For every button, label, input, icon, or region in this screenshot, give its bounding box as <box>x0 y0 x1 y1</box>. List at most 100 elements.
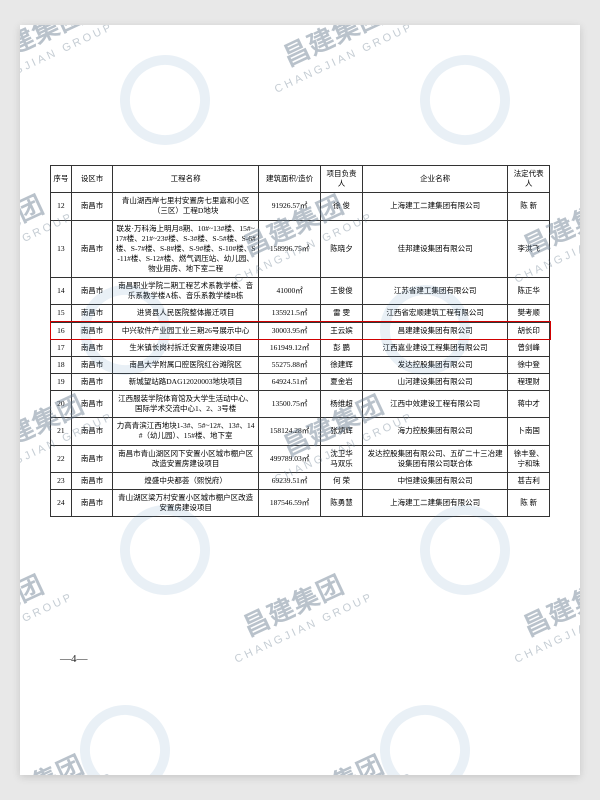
table-cell: 22 <box>51 445 72 472</box>
table-cell: 徐 俊 <box>321 193 363 220</box>
table-cell: 17 <box>51 339 72 356</box>
table-cell: 王云嫔 <box>321 322 363 339</box>
watermark-cn: 昌建集团 <box>216 555 369 653</box>
table-cell: 樊考顺 <box>508 305 550 322</box>
watermark-cn: 昌建集团 <box>20 25 110 83</box>
table-cell: 陈勇慧 <box>321 489 363 516</box>
table-cell: 江西中效建设工程有限公司 <box>362 391 508 418</box>
table-cell: 陈正华 <box>508 278 550 305</box>
table-cell: 南昌市 <box>71 373 113 390</box>
table-cell: 生米镇长岗村拆迁安置房建设项目 <box>113 339 259 356</box>
column-header: 建筑面积/造价 <box>258 166 320 193</box>
table-cell: 南昌市青山湖区冈下安置小区城市棚户区改造安置房建设项目 <box>113 445 259 472</box>
table-cell: 徐丰登、宁和珠 <box>508 445 550 472</box>
table-cell: 何 荣 <box>321 472 363 489</box>
table-cell: 16 <box>51 322 72 339</box>
table-cell: 彭 鹏 <box>321 339 363 356</box>
table-cell: 南昌市 <box>71 339 113 356</box>
table-cell: 曾剑峰 <box>508 339 550 356</box>
table-cell: 发达控股集团有限公司、五矿二十三冶建设集团有限公司联合体 <box>362 445 508 472</box>
table-row: 19南昌市新城望站路DAG12020003地块项目64924.51㎡夏金岩山河建… <box>51 373 550 390</box>
table-cell: 山河建设集团有限公司 <box>362 373 508 390</box>
table-cell: 14 <box>51 278 72 305</box>
table-cell: 南昌大学附属口腔医院红谷滩院区 <box>113 356 259 373</box>
table-cell: 徐建辉 <box>321 356 363 373</box>
table-cell: 64924.51㎡ <box>258 373 320 390</box>
watermark-text: 昌建集团CHANGJIAN GROUP <box>256 25 415 96</box>
watermark-en: CHANGJIAN GROUP <box>513 591 580 666</box>
table-row: 18南昌市南昌大学附属口腔医院红谷滩院区55275.88㎡徐建辉发达控股集团有限… <box>51 356 550 373</box>
table-cell: 进贤县人民医院整体搬迁项目 <box>113 305 259 322</box>
table-cell: 13 <box>51 220 72 278</box>
table-cell: 夏金岩 <box>321 373 363 390</box>
table-cell: 青山湖区梁万村安置小区城市棚户区改造安置房建设项目 <box>113 489 259 516</box>
table-cell: 江西服装学院体育馆及大学生活动中心、国际学术交流中心1、2、3号楼 <box>113 391 259 418</box>
watermark-cn: 昌建集团 <box>496 555 580 653</box>
watermark-en: CHANGJIAN GROUP <box>20 771 116 775</box>
watermark-en: CHANGJIAN GROUP <box>273 25 416 96</box>
table-cell: 18 <box>51 356 72 373</box>
table-cell: 南昌市 <box>71 193 113 220</box>
table-cell: 187546.59㎡ <box>258 489 320 516</box>
watermark-logo <box>105 40 225 160</box>
table-cell: 沈卫华马双乐 <box>321 445 363 472</box>
watermark-logo <box>65 690 185 775</box>
table-cell: 南昌市 <box>71 322 113 339</box>
document-page: 昌建集团CHANGJIAN GROUP昌建集团CHANGJIAN GROUP昌建… <box>20 25 580 775</box>
table-cell: 161949.12㎡ <box>258 339 320 356</box>
table-row: 24南昌市青山湖区梁万村安置小区城市棚户区改造安置房建设项目187546.59㎡… <box>51 489 550 516</box>
table-cell: 海力控股集团有限公司 <box>362 418 508 445</box>
table-cell: 中兴软件产业园工业三期26号展示中心 <box>113 322 259 339</box>
table-cell: 15 <box>51 305 72 322</box>
watermark-en: CHANGJIAN GROUP <box>233 591 376 666</box>
table-row: 21南昌市力高青滨江西地块1-3#、5#~12#、13#、14#（幼儿园）、15… <box>51 418 550 445</box>
column-header: 工程名称 <box>113 166 259 193</box>
table-cell: 陈 新 <box>508 193 550 220</box>
table-cell: 程理财 <box>508 373 550 390</box>
table-row: 13南昌市联发·万科海上明月8期、10#~13#楼、15#~17#楼、21#~2… <box>51 220 550 278</box>
watermark-text: 昌建集团CHANGJIAN GROUP <box>216 555 375 665</box>
table-cell: 23 <box>51 472 72 489</box>
table-row: 23南昌市煌盛中央都荟（熙悦府）69239.51㎡何 荣中恒建设集团有限公司甚吉… <box>51 472 550 489</box>
table-cell: 上海建工二建集团有限公司 <box>362 193 508 220</box>
table-cell: 南昌市 <box>71 418 113 445</box>
table-row: 12南昌市青山湖西岸七里村安置房七里嘉和小区（三区）工程D地块91926.57㎡… <box>51 193 550 220</box>
watermark-logo <box>365 690 485 775</box>
column-header: 设区市 <box>71 166 113 193</box>
table-cell: 江西嘉业建设工程集团有限公司 <box>362 339 508 356</box>
table-cell: 陈 新 <box>508 489 550 516</box>
watermark-cn: 昌建集团 <box>256 25 409 83</box>
table-cell: 41000㎡ <box>258 278 320 305</box>
table-cell: 胡长印 <box>508 322 550 339</box>
table-row: 14南昌市南昌职业学院二期工程艺术系教学楼、音乐系教学楼A栋、音乐系教学楼B栋4… <box>51 278 550 305</box>
column-header: 项目负责人 <box>321 166 363 193</box>
table-cell: 煌盛中央都荟（熙悦府） <box>113 472 259 489</box>
table-cell: 21 <box>51 418 72 445</box>
column-header: 序号 <box>51 166 72 193</box>
table-cell: 昌建建设集团有限公司 <box>362 322 508 339</box>
column-header: 法定代表人 <box>508 166 550 193</box>
table-cell: 30003.95㎡ <box>258 322 320 339</box>
watermark-text: 昌建集团CHANGJIAN GROUP <box>20 735 116 775</box>
table-cell: 中恒建设集团有限公司 <box>362 472 508 489</box>
table-cell: 杨维超 <box>321 391 363 418</box>
page-number: —4— <box>60 653 88 665</box>
table-cell: 甚吉利 <box>508 472 550 489</box>
watermark-logo <box>405 40 525 160</box>
table-row: 17南昌市生米镇长岗村拆迁安置房建设项目161949.12㎡彭 鹏江西嘉业建设工… <box>51 339 550 356</box>
watermark-cn: 昌建集团 <box>256 735 409 775</box>
table-cell: 力高青滨江西地块1-3#、5#~12#、13#、14#（幼儿园）、15#楼、地下… <box>113 418 259 445</box>
table-cell: 佳邦建设集团有限公司 <box>362 220 508 278</box>
table-cell: 陈晓夕 <box>321 220 363 278</box>
watermark-text: 昌建集团CHANGJIAN GROUP <box>496 555 580 665</box>
table-row: 16南昌市中兴软件产业园工业三期26号展示中心30003.95㎡王云嫔昌建建设集… <box>51 322 550 339</box>
table-cell: 联发·万科海上明月8期、10#~13#楼、15#~17#楼、21#~23#楼、S… <box>113 220 259 278</box>
watermark-cn: 昌建集团 <box>20 735 110 775</box>
table-cell: 青山湖西岸七里村安置房七里嘉和小区（三区）工程D地块 <box>113 193 259 220</box>
table-cell: 南昌市 <box>71 220 113 278</box>
table-cell: 新城望站路DAG12020003地块项目 <box>113 373 259 390</box>
table-cell: 13500.75㎡ <box>258 391 320 418</box>
table-cell: 69239.51㎡ <box>258 472 320 489</box>
table-cell: 徐中登 <box>508 356 550 373</box>
watermark-en: CHANGJIAN GROUP <box>20 25 116 96</box>
